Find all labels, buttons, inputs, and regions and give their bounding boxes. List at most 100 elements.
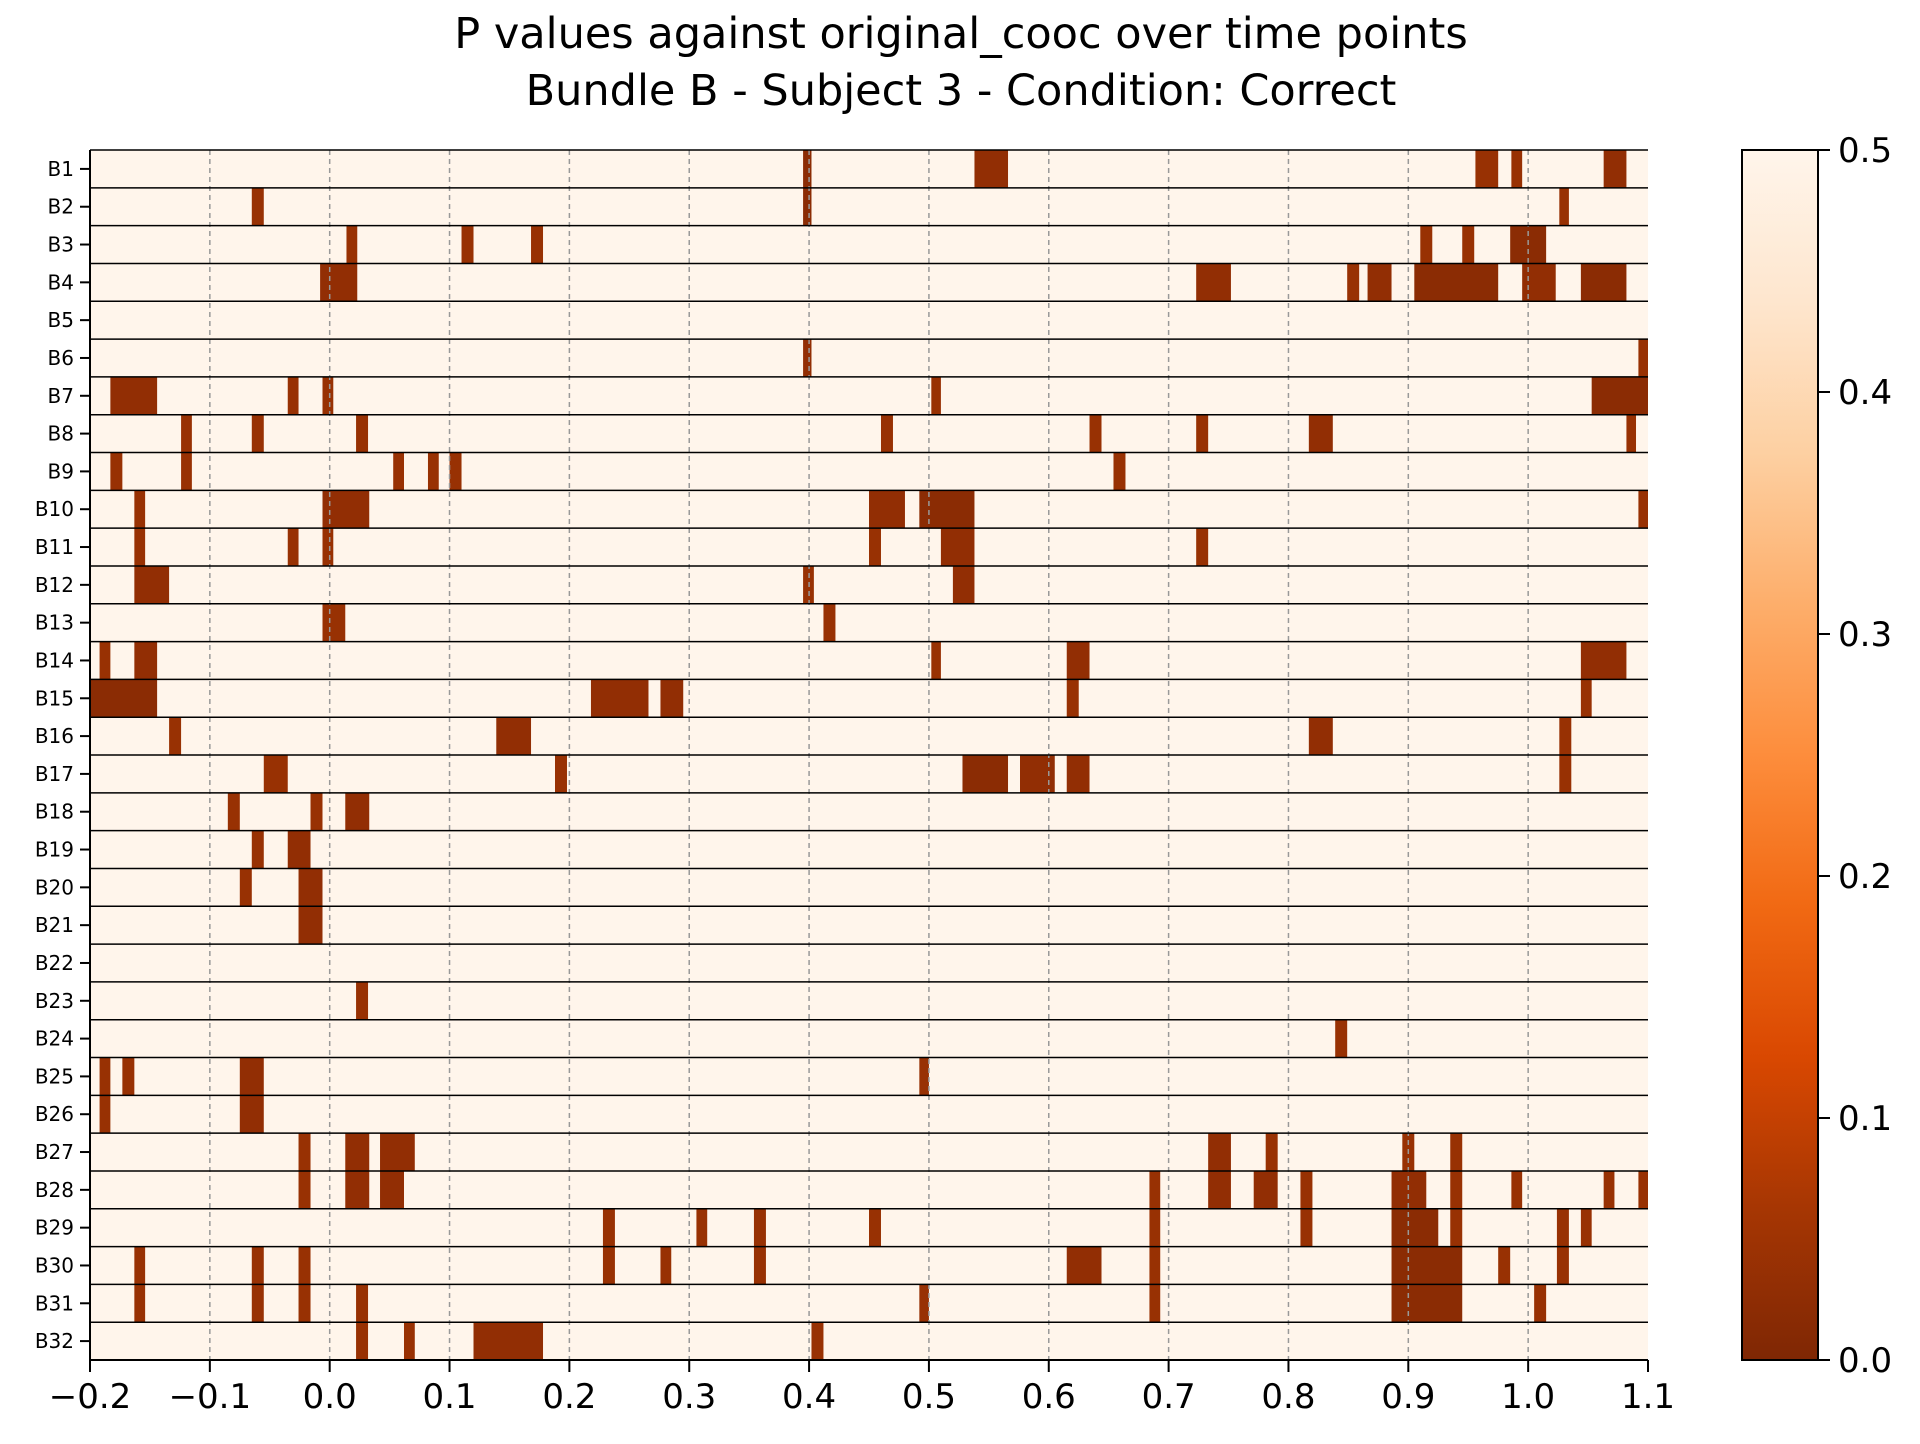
heatmap-cell [1580,1208,1592,1247]
heatmap-cell [227,792,240,831]
heatmap-row-B21 [90,906,1648,945]
heatmap-cell [1347,263,1360,302]
heatmap-row-B12 [90,565,1648,604]
y-tick-label: B18 [35,800,74,824]
heatmap-cell [1149,1246,1161,1285]
heatmap-cell [90,679,158,718]
heatmap-cell [322,528,334,566]
heatmap-cell [1066,679,1079,718]
colorbar-tick-label: 0.5 [1838,131,1892,171]
heatmap-cell [134,641,158,680]
heatmap-cell [1208,1133,1231,1171]
heatmap-cell [660,1246,672,1285]
heatmap-cell [1580,679,1592,718]
y-tick-label: B5 [48,308,74,332]
y-tick-label: B21 [35,913,74,937]
heatmap-cell [263,755,288,793]
heatmap-cell [1308,414,1333,453]
y-tick-label: B12 [35,573,74,597]
colorbar-bar [1741,149,1819,1361]
heatmap-row-B14 [90,641,1648,680]
heatmap-cell [1149,1170,1161,1209]
heatmap-cell [345,792,370,831]
heatmap-cell [1462,225,1475,264]
heatmap-cell [1265,1133,1278,1171]
heatmap-row-B31 [90,1284,1648,1323]
heatmap-cell [1367,263,1392,302]
heatmap-cell [181,452,192,491]
heatmap-cell [287,830,311,869]
heatmap-cell [1559,187,1569,226]
y-tick-label: B32 [35,1329,74,1353]
heatmap-cell [1603,1170,1615,1209]
heatmap-cell [1603,150,1627,188]
y-tick-label: B8 [48,422,74,446]
heatmap-cell [1450,1170,1463,1209]
colorbar: 0.0 0.1 0.2 0.3 0.4 0.5 [1741,131,1892,1381]
heatmap-row-B5 [90,301,1648,340]
x-tick-label: 0.6 [1022,1377,1076,1417]
heatmap-cell [251,830,264,869]
heatmap-cell [880,414,893,453]
heatmap-cell [298,1170,311,1209]
heatmap-row-B2 [90,187,1648,226]
heatmap-row-B25 [90,1057,1648,1096]
heatmap-cell [1089,414,1102,453]
heatmap-cell [346,225,358,264]
heatmap-cell [1020,755,1055,793]
heatmap-row-B7 [90,376,1648,415]
heatmap-cell [1149,1208,1161,1247]
heatmap-cell [1559,717,1572,755]
heatmap-cell [974,150,1009,188]
colorbar-tick-label: 0.4 [1838,373,1892,413]
heatmap-cell [1475,150,1499,188]
heatmap-cell [1196,263,1231,302]
heatmap-cell [251,187,264,226]
heatmap-cell [99,1057,111,1096]
heatmap-cell [449,452,462,491]
heatmap-cell [356,1322,369,1360]
heatmap-cell [753,1246,766,1285]
heatmap-cell [1253,1170,1278,1209]
heatmap-cell [823,603,836,642]
chart-title: P values against original_cooc over time… [454,9,1467,59]
heatmap-cell [1638,339,1648,377]
x-axis: −0.2 −0.1 0.0 0.1 0.2 0.3 0.4 0.5 0.6 0.7 0.8 0.9 1.… [49,1359,1675,1417]
y-tick-label: B27 [35,1140,74,1164]
heatmap-cell [952,565,975,604]
heatmap-cell [1335,1019,1348,1058]
heatmap-cell [251,414,264,453]
heatmap-cell [962,755,1009,793]
y-tick-label: B3 [48,233,74,257]
heatmap-cell [1300,1208,1313,1247]
heatmap-cell [1066,755,1090,793]
heatmap-cell [122,1057,135,1096]
heatmap-cell [1559,755,1572,793]
heatmap-cell [356,414,369,453]
x-tick-label: 0.0 [303,1377,357,1417]
heatmap-cell [298,1246,311,1285]
heatmap-cell [919,490,975,529]
heatmap-cell [403,1322,415,1360]
heatmap-row-B22 [90,944,1648,982]
heatmap-cell [1626,414,1637,453]
heatmap-cell [660,679,684,718]
x-tick-label: 0.9 [1381,1377,1435,1417]
heatmap-cell [869,1208,881,1247]
y-tick-label: B25 [35,1064,74,1088]
heatmap-cell [251,1246,264,1285]
heatmap-cell [393,452,404,491]
y-tick-label: B24 [35,1027,74,1051]
heatmap-cell [1638,490,1648,529]
heatmap-cell [811,1322,824,1360]
heatmap-cell [931,376,941,415]
heatmap-cell [251,1284,264,1323]
heatmap-cell [803,150,812,188]
y-tick-label: B15 [35,686,74,710]
y-tick-label: B20 [35,875,74,899]
heatmap-cell [345,1133,370,1171]
heatmap-cell [1414,263,1499,302]
heatmap-cell [1196,414,1209,453]
